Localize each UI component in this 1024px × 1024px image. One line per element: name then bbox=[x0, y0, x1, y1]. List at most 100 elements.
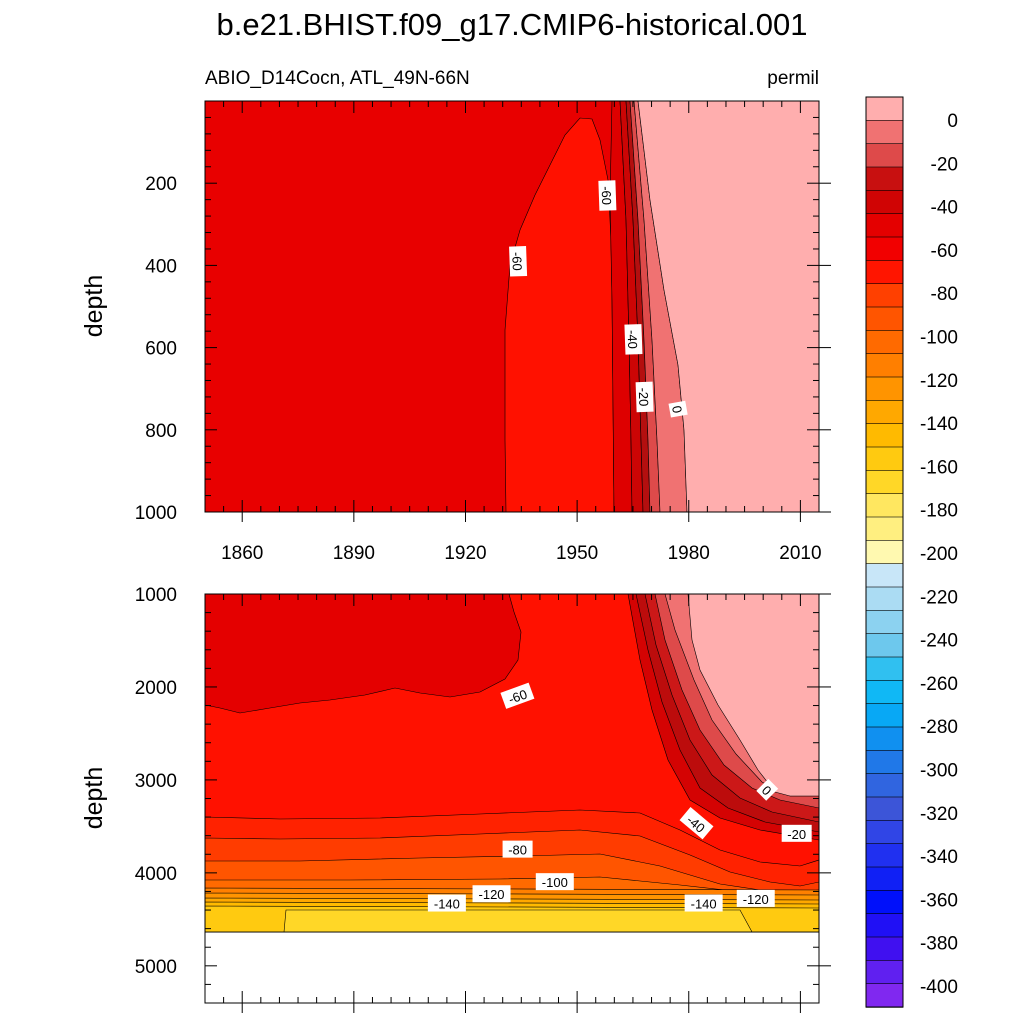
colorbar-box bbox=[865, 400, 904, 425]
colorbar-label: -220 bbox=[920, 587, 958, 608]
contour-label-box bbox=[500, 682, 535, 709]
band-minus-150 bbox=[283, 909, 753, 933]
y-tick-label: 400 bbox=[145, 256, 177, 277]
colorbar-label: -100 bbox=[920, 328, 958, 349]
colorbar-box bbox=[865, 983, 904, 1008]
colorbar-box bbox=[865, 96, 904, 122]
colorbar-box bbox=[865, 750, 904, 775]
contour-label-box bbox=[684, 894, 723, 912]
colorbar-box bbox=[865, 470, 904, 495]
colorbar-box bbox=[865, 446, 904, 472]
colorbar-box bbox=[865, 423, 904, 448]
contour-label-text: -120 bbox=[479, 887, 505, 902]
y-tick-label: 800 bbox=[145, 421, 177, 442]
colorbar-box bbox=[865, 306, 904, 332]
contour-label-text: -80 bbox=[508, 843, 527, 858]
colorbar-box bbox=[865, 703, 904, 728]
region-positive bbox=[687, 594, 819, 797]
contour-label-box bbox=[679, 807, 714, 840]
contour-label-box bbox=[624, 324, 643, 355]
contour-label: -60 bbox=[509, 245, 528, 277]
colorbar-label: -140 bbox=[920, 414, 958, 435]
contour-label-box bbox=[781, 824, 812, 842]
lower-ylabel: depth bbox=[80, 767, 108, 830]
y-tick-label: 1000 bbox=[135, 585, 177, 606]
contour-label-text: -120 bbox=[743, 892, 769, 907]
colorbar-box bbox=[865, 493, 904, 518]
colorbar-box bbox=[865, 563, 904, 588]
colorbar-box bbox=[865, 960, 904, 985]
colorbar-box bbox=[865, 610, 904, 635]
colorbar-box bbox=[865, 913, 904, 938]
colorbar-box bbox=[865, 843, 904, 868]
colorbar-box bbox=[865, 680, 904, 705]
contour-label: -20 bbox=[781, 824, 812, 842]
colorbar-box bbox=[865, 283, 904, 308]
colorbar-label: -280 bbox=[920, 717, 958, 738]
colorbar-box bbox=[865, 540, 904, 565]
contour-label-text: -140 bbox=[691, 897, 717, 912]
colorbar-label: -240 bbox=[920, 631, 958, 652]
colorbar-box bbox=[865, 213, 904, 238]
colorbar-label: -180 bbox=[920, 501, 958, 522]
colorbar-box bbox=[865, 330, 904, 355]
colorbar-label: -20 bbox=[931, 154, 958, 175]
contour-label: -40 bbox=[624, 324, 643, 355]
contour-label: -100 bbox=[535, 873, 574, 891]
variable-label: ABIO_D14Cocn, ATL_49N-66N bbox=[205, 68, 470, 89]
contour-label: 0 bbox=[756, 778, 779, 801]
colorbar-label: -300 bbox=[920, 761, 958, 782]
colorbar-box bbox=[865, 820, 904, 845]
colorbar-label: -120 bbox=[920, 371, 958, 392]
colorbar-box bbox=[865, 866, 904, 892]
colorbar-box bbox=[865, 656, 904, 682]
contour-label: -60 bbox=[598, 180, 617, 211]
colorbar-box bbox=[865, 353, 904, 378]
upper-panel: 1860 1890 1920 1950 1980 2010 200 400 600 800 1000… bbox=[80, 100, 831, 564]
contour-label: -140 bbox=[427, 894, 466, 912]
contour-label: -80 bbox=[502, 840, 533, 858]
contour-label-text: -60 bbox=[509, 252, 525, 271]
contour-label-box bbox=[635, 381, 654, 413]
colorbar-box bbox=[865, 936, 904, 962]
colorbar-label: -380 bbox=[920, 934, 958, 955]
colorbar-label: -160 bbox=[920, 457, 958, 478]
colorbar-box bbox=[865, 376, 904, 402]
contour-label-box bbox=[502, 840, 533, 858]
colorbar-box bbox=[865, 143, 904, 168]
colorbar-frame bbox=[865, 96, 904, 1008]
colorbar-box bbox=[865, 516, 904, 542]
lower-ticks: 1000 2000 3000 4000 5000 bbox=[135, 585, 831, 1013]
colorbar-box bbox=[865, 236, 904, 262]
colorbar: 0 -20 -40 -60 -80 -100 -120 -140 -160 -180 -200 -22… bbox=[865, 96, 958, 1008]
colorbar-box bbox=[865, 773, 904, 798]
chart-title: b.e21.BHIST.f09_g17.CMIP6-historical.001 bbox=[216, 7, 807, 42]
colorbar-label: -340 bbox=[920, 847, 958, 868]
contour-label-text: -40 bbox=[625, 330, 641, 349]
y-tick-label: 5000 bbox=[135, 957, 177, 978]
x-tick-label: 1890 bbox=[333, 543, 375, 564]
contour-label-text: -140 bbox=[434, 897, 460, 912]
y-tick-label: 1000 bbox=[135, 503, 177, 524]
lower-contour-labels: -60-400-20-80-100-120-140 -140 -120 bbox=[427, 682, 812, 912]
contour-label-box bbox=[472, 885, 511, 903]
units-label: permil bbox=[767, 68, 819, 89]
x-tick-label: 1980 bbox=[668, 543, 710, 564]
colorbar-box bbox=[865, 586, 904, 612]
y-tick-label: 200 bbox=[145, 174, 177, 195]
contour-label-box bbox=[509, 245, 528, 277]
upper-ticks: 1860 1890 1920 1950 1980 2010 200 400 600 800 1000 bbox=[135, 100, 831, 564]
contour-label-box bbox=[668, 400, 688, 418]
colorbar-box bbox=[865, 633, 904, 658]
colorbar-box bbox=[865, 890, 904, 915]
contour-label: -60 bbox=[500, 682, 535, 709]
contour-label-text: 0 bbox=[669, 404, 685, 414]
contour-label: -120 bbox=[472, 885, 511, 903]
colorbar-box bbox=[865, 726, 904, 752]
colorbar-label: -360 bbox=[920, 890, 958, 911]
contour-label-box bbox=[598, 180, 617, 211]
contour-label-text: -20 bbox=[787, 827, 806, 842]
y-tick-label: 3000 bbox=[135, 771, 177, 792]
